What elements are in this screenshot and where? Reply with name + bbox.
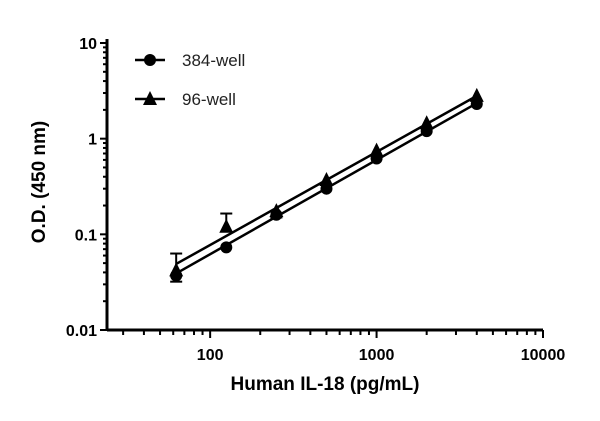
- legend-marker: [143, 91, 157, 105]
- data-point-1: [469, 87, 484, 102]
- legend-label: 384-well: [182, 51, 245, 70]
- data-point-1: [319, 171, 334, 186]
- data-point-1: [169, 262, 184, 277]
- y-tick-label: 1: [88, 132, 97, 149]
- x-axis-label: Human IL-18 (pg/mL): [231, 374, 420, 395]
- data-point-1: [369, 142, 384, 157]
- x-tick-label: 1000: [359, 347, 395, 364]
- data-point-1: [219, 218, 234, 233]
- data-point-1: [419, 115, 434, 130]
- data-point-1: [269, 203, 284, 218]
- y-tick-label: 10: [79, 36, 97, 53]
- legend-marker: [144, 54, 156, 66]
- y-axis-label: O.D. (450 nm): [29, 121, 50, 243]
- legend-label: 96-well: [182, 90, 236, 109]
- data-point-0: [220, 241, 233, 254]
- x-tick-label: 100: [197, 347, 224, 364]
- y-tick-label: 0.1: [75, 227, 97, 244]
- y-tick-label: 0.01: [66, 323, 97, 340]
- x-tick-label: 10000: [521, 347, 566, 364]
